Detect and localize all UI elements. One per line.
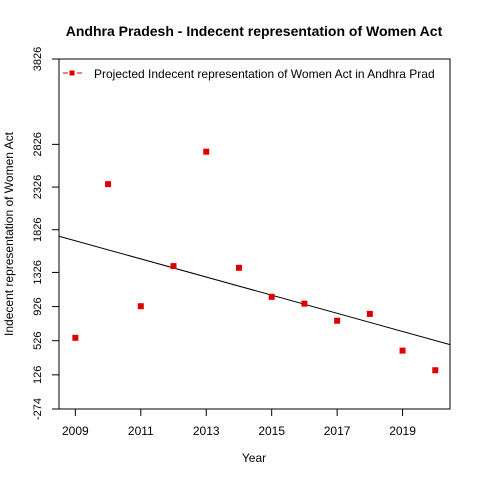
legend-label: Projected Indecent representation of Wom… — [94, 67, 435, 81]
y-tick-label: -274 — [32, 398, 44, 420]
legend-marker — [69, 70, 75, 76]
data-point-2018 — [366, 310, 373, 317]
x-tick-label: 2017 — [324, 424, 351, 438]
y-axis-label: Indecent representation of Women Act — [2, 131, 16, 336]
y-tick-label: 3826 — [32, 47, 44, 71]
data-point-2016 — [301, 300, 308, 307]
x-axis: 2009 2011 2013 2015 2017 2019 — [62, 409, 416, 438]
data-point-2014 — [235, 264, 242, 271]
x-tick-label: 2019 — [389, 424, 416, 438]
data-point-2015 — [268, 293, 275, 300]
data-point-2013 — [203, 148, 210, 155]
x-axis-label: Year — [242, 451, 266, 465]
y-axis: -274 126 526 926 1326 1826 2326 2826 3826 — [32, 47, 59, 420]
y-tick-label: 2326 — [32, 175, 44, 199]
y-tick-label: 926 — [32, 297, 44, 315]
y-tick-label: 526 — [32, 332, 44, 350]
data-point-2010 — [105, 181, 112, 188]
data-point-2009 — [72, 334, 79, 341]
y-tick-label: 1826 — [32, 217, 44, 241]
legend: Projected Indecent representation of Wom… — [63, 67, 435, 81]
trend-line — [58, 235, 451, 346]
data-point-2020 — [432, 367, 439, 374]
y-tick-label: 1326 — [32, 260, 44, 284]
y-tick-label: 126 — [32, 366, 44, 384]
data-point-2012 — [170, 263, 177, 270]
data-point-2019 — [399, 347, 406, 354]
x-tick-label: 2011 — [128, 424, 154, 438]
chart-title: Andhra Pradesh - Indecent representation… — [66, 23, 443, 39]
x-tick-label: 2013 — [193, 424, 220, 438]
x-tick-label: 2015 — [258, 424, 285, 438]
plot-area — [58, 58, 451, 410]
x-tick-label: 2009 — [62, 424, 89, 438]
data-point-2011 — [137, 303, 144, 310]
data-points — [72, 148, 439, 374]
data-point-2017 — [334, 317, 341, 324]
y-tick-label: 2826 — [32, 132, 44, 156]
